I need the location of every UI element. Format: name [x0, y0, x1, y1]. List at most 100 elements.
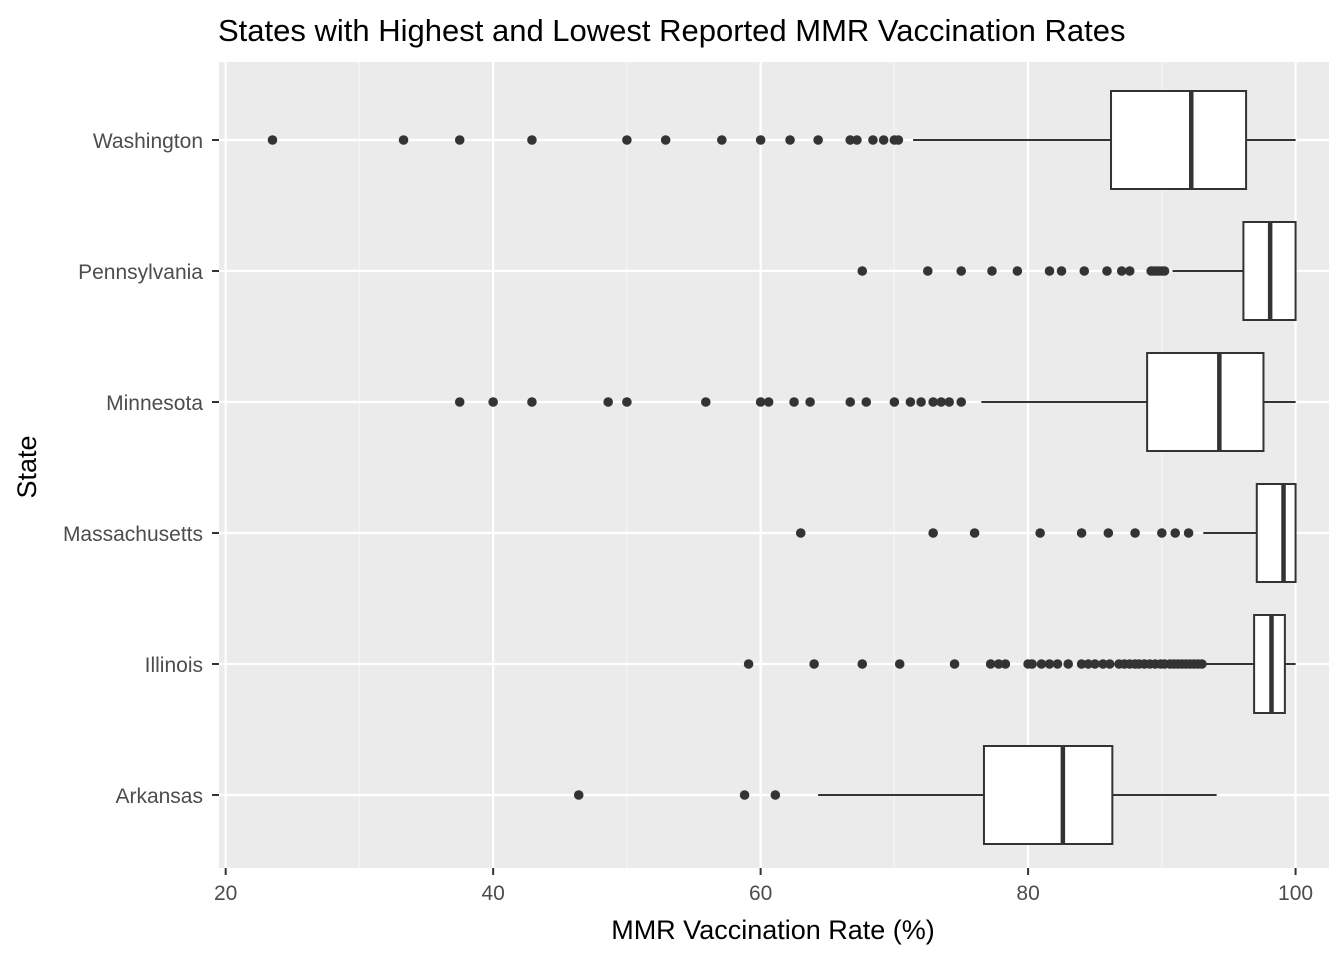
outlier-point	[893, 135, 904, 145]
outlier-point	[956, 266, 967, 276]
outlier-point	[527, 135, 537, 145]
outlier-point	[573, 790, 584, 800]
outlier-point	[928, 528, 938, 538]
outlier-point	[1012, 266, 1023, 276]
outlier-point	[488, 397, 498, 407]
x-tick-label: 40	[481, 882, 504, 905]
outlier-point	[795, 528, 806, 538]
outlier-point	[1035, 528, 1045, 538]
outlier-point	[845, 397, 856, 407]
outlier-point	[1102, 266, 1112, 276]
outlier-point	[1083, 659, 1094, 669]
outlier-point	[398, 135, 409, 145]
outlier-point	[755, 397, 766, 407]
outlier-point	[717, 135, 727, 145]
y-tick-label: Massachusetts	[63, 523, 203, 546]
plot-panel	[219, 62, 1329, 868]
y-tick-label: Minnesota	[106, 392, 203, 415]
outlier-point	[603, 397, 613, 407]
outlier-point	[845, 135, 856, 145]
outlier-point	[969, 528, 980, 538]
outlier-point	[987, 266, 997, 276]
outlier-point	[454, 135, 465, 145]
box-layer	[267, 90, 1297, 845]
outlier-point	[805, 397, 815, 407]
outlier-point	[1027, 659, 1037, 669]
y-tick-label: Pennsylvania	[78, 261, 203, 284]
outlier-point	[789, 397, 799, 407]
outlier-point	[922, 266, 933, 276]
box-illinois	[743, 614, 1296, 714]
iqr-box	[1146, 352, 1265, 452]
outlier-point	[1116, 266, 1127, 276]
outlier-point	[949, 659, 960, 669]
outlier-point	[894, 659, 905, 669]
outlier-point	[852, 135, 862, 145]
x-tick-label: 60	[749, 882, 772, 905]
y-axis-title: State	[12, 435, 42, 498]
box-washington	[267, 90, 1296, 190]
iqr-box	[1110, 90, 1248, 190]
outlier-point	[1183, 528, 1194, 538]
box-minnesota	[454, 352, 1296, 452]
outlier-point	[1159, 266, 1170, 276]
y-tick-label: Illinois	[145, 654, 203, 677]
outlier-point	[1076, 659, 1087, 669]
outlier-point	[763, 397, 774, 407]
outlier-point	[905, 397, 916, 407]
outlier-point	[527, 397, 537, 407]
outlier-point	[1103, 528, 1114, 538]
outlier-point	[956, 397, 967, 407]
outlier-point	[809, 659, 819, 669]
outlier-point	[861, 397, 872, 407]
box-arkansas	[573, 745, 1217, 845]
chart-title: States with Highest and Lowest Reported …	[218, 13, 1125, 48]
outlier-point	[739, 790, 750, 800]
outlier-point	[878, 135, 889, 145]
outlier-point	[1090, 659, 1100, 669]
outlier-point	[1044, 266, 1055, 276]
outlier-point	[454, 397, 465, 407]
outlier-point	[622, 135, 632, 145]
outlier-point	[1063, 659, 1074, 669]
outlier-point	[1044, 659, 1055, 669]
outlier-point	[267, 135, 278, 145]
iqr-box	[982, 745, 1114, 845]
outlier-point	[1076, 528, 1087, 538]
outlier-point	[1157, 528, 1167, 538]
x-tick-label: 100	[1278, 882, 1313, 905]
outlier-point	[916, 397, 926, 407]
outlier-point	[857, 659, 868, 669]
outlier-point	[868, 135, 878, 145]
outlier-point	[813, 135, 823, 145]
iqr-box	[1255, 483, 1297, 583]
outlier-point	[889, 397, 900, 407]
outlier-point	[1079, 266, 1090, 276]
y-tick-label: Arkansas	[115, 785, 203, 808]
outlier-point	[1197, 659, 1207, 669]
outlier-point	[1130, 528, 1140, 538]
outlier-point	[770, 790, 781, 800]
outlier-point	[1104, 659, 1115, 669]
outlier-point	[1036, 659, 1047, 669]
outlier-point	[993, 659, 1004, 669]
outlier-point	[1056, 266, 1067, 276]
axes: 20 40 60 80 100 Washington Pennsylvania Minneso…	[63, 130, 1313, 905]
outlier-point	[985, 659, 996, 669]
outlier-point	[700, 397, 711, 407]
y-tick-label: Washington	[93, 130, 203, 153]
box-massachusetts	[795, 483, 1297, 583]
outlier-point	[622, 397, 632, 407]
box-pennsylvania	[857, 221, 1297, 321]
x-tick-label: 80	[1016, 882, 1039, 905]
outlier-point	[1052, 659, 1063, 669]
outlier-point	[743, 659, 754, 669]
outlier-point	[1170, 528, 1181, 538]
outlier-point	[928, 397, 938, 407]
outlier-point	[785, 135, 795, 145]
outlier-point	[944, 397, 954, 407]
outlier-point	[660, 135, 671, 145]
outlier-point	[1124, 266, 1135, 276]
x-axis-title: MMR Vaccination Rate (%)	[611, 915, 935, 945]
